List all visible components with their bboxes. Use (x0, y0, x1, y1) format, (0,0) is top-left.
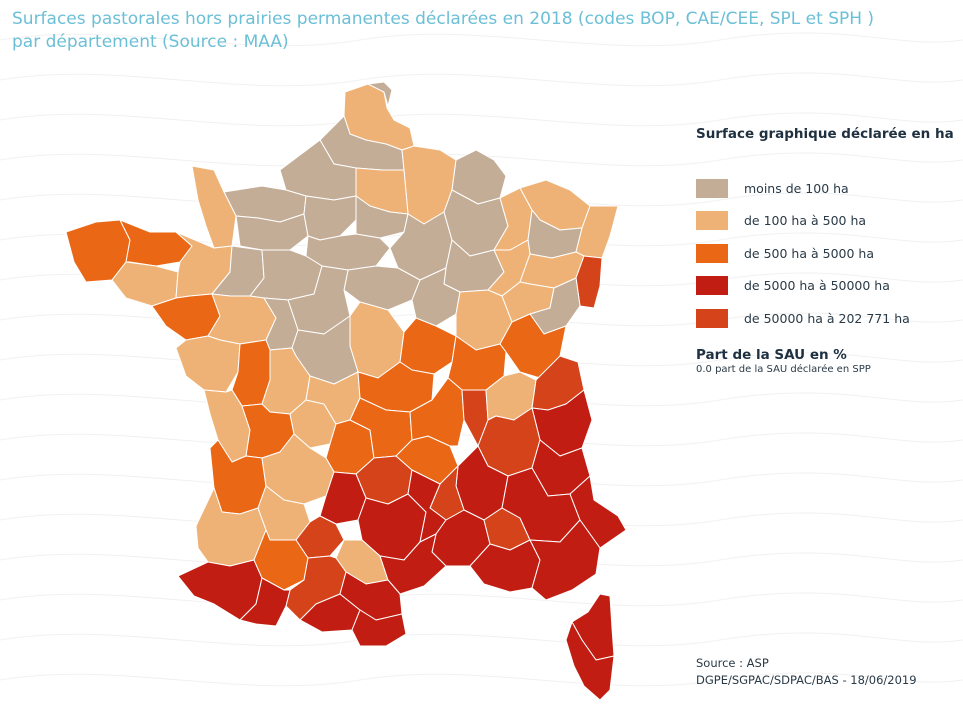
source-line-1: Source : ASP (696, 656, 769, 670)
map-title-line-1: Surfaces pastorales hors prairies perman… (12, 9, 875, 29)
source-line-2: DGPE/SGPAC/SDPAC/BAS - 18/06/2019 (696, 673, 917, 687)
legend-label-2: de 100 ha à 500 ha (744, 213, 867, 229)
department-manche[interactable] (191, 165, 237, 249)
legend-item-1[interactable]: moins de 100 ha (696, 172, 958, 205)
department-cotes-d-armor[interactable] (119, 219, 193, 267)
department-herault[interactable] (379, 533, 447, 595)
legend-swatch-5 (696, 308, 728, 328)
legend-item-2[interactable]: de 100 ha à 500 ha (696, 205, 958, 238)
department-var[interactable] (529, 519, 601, 601)
department-vendee[interactable] (175, 335, 241, 393)
legend-item-5[interactable]: de 50000 ha à 202 771 ha (696, 302, 958, 335)
department-loire[interactable] (409, 377, 465, 447)
legend-swatch-2 (696, 211, 728, 231)
department-morbihan[interactable] (111, 261, 179, 307)
legend-swatch-1 (696, 178, 728, 198)
source-note: Source : ASP DGPE/SGPAC/SDPAC/BAS - 18/0… (696, 655, 917, 689)
legend-item-3[interactable]: de 500 ha à 5000 ha (696, 237, 958, 270)
department-corse-du-sud[interactable] (565, 621, 615, 701)
department-pyrenees-orientales[interactable] (351, 609, 407, 647)
department-nievre[interactable] (399, 317, 457, 375)
department-pas-de-calais[interactable] (367, 81, 393, 107)
legend-label-1: moins de 100 ha (744, 180, 849, 196)
legend-title: Surface graphique déclarée en ha (696, 126, 954, 142)
sau-legend-subtitle: 0.0 part de la SAU déclarée en SPP (696, 363, 871, 375)
map-legend: Surface graphique déclarée en ha moins d… (696, 126, 958, 375)
legend-label-5: de 50000 ha à 202 771 ha (744, 310, 910, 326)
department-eure[interactable] (303, 195, 357, 241)
department-hautes-pyrenees[interactable] (239, 577, 291, 627)
legend-swatch-3 (696, 243, 728, 263)
legend-swatch-4 (696, 276, 728, 296)
legend-item-4[interactable]: de 5000 ha à 50000 ha (696, 270, 958, 303)
map-title: Surfaces pastorales hors prairies perman… (12, 8, 942, 54)
map-title-line-2: par département (Source : MAA) (12, 32, 289, 52)
sau-legend-title: Part de la SAU en % (696, 346, 847, 363)
legend-label-4: de 5000 ha à 50000 ha (744, 278, 890, 294)
legend-label-3: de 500 ha à 5000 ha (744, 245, 874, 261)
